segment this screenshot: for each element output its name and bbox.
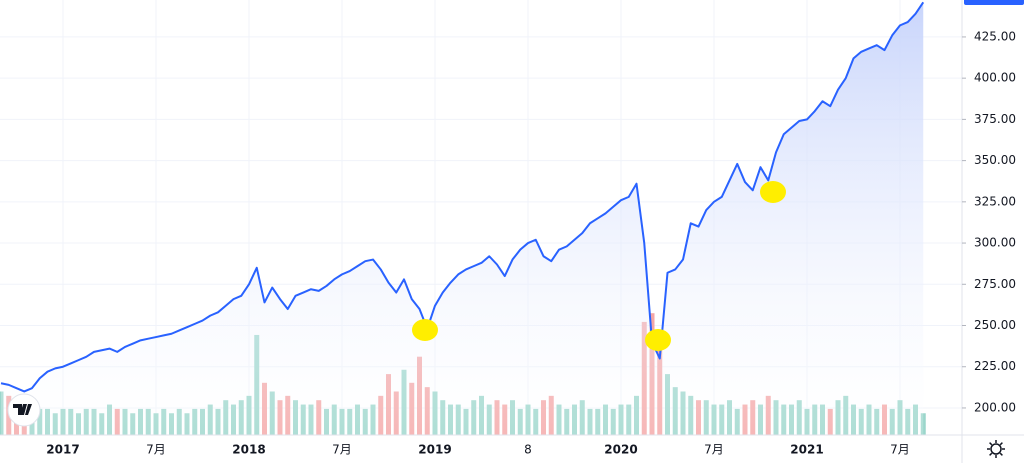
highlight-marker	[412, 319, 438, 341]
x-tick-label: 2019	[418, 443, 451, 457]
highlight-marker	[645, 329, 671, 351]
logo[interactable]	[7, 393, 41, 427]
last-price-tag	[964, 0, 1024, 5]
y-tick-label: 250.00	[974, 318, 1016, 332]
x-tick-label: 7月	[146, 443, 166, 457]
highlight-marker	[760, 181, 786, 203]
price-line	[0, 1, 925, 393]
y-tick-label: 400.00	[974, 71, 1016, 85]
y-tick-label: 375.00	[974, 112, 1016, 126]
x-tick-label: 7月	[332, 443, 352, 457]
x-tick-label: 2018	[232, 443, 265, 457]
y-tick-label: 200.00	[974, 400, 1016, 414]
price	[0, 1, 925, 436]
price-area	[1, 2, 924, 436]
y-tick-label: 325.00	[974, 194, 1016, 208]
x-tick-label: 8	[524, 443, 532, 457]
y-tick-label: 350.00	[974, 153, 1016, 167]
y-tick-label: 225.00	[974, 359, 1016, 373]
settings-button[interactable]	[987, 440, 1005, 458]
y-tick-label: 300.00	[974, 236, 1016, 250]
x-tick-label: 7月	[890, 443, 910, 457]
x-tick-label: 2017	[46, 443, 79, 457]
x-tick-label: 2020	[604, 443, 637, 457]
x-tick-label: 7月	[704, 443, 724, 457]
y-tick-label: 425.00	[974, 29, 1016, 43]
x-tick-label: 2021	[790, 443, 823, 457]
y-tick-label: 275.00	[974, 277, 1016, 291]
